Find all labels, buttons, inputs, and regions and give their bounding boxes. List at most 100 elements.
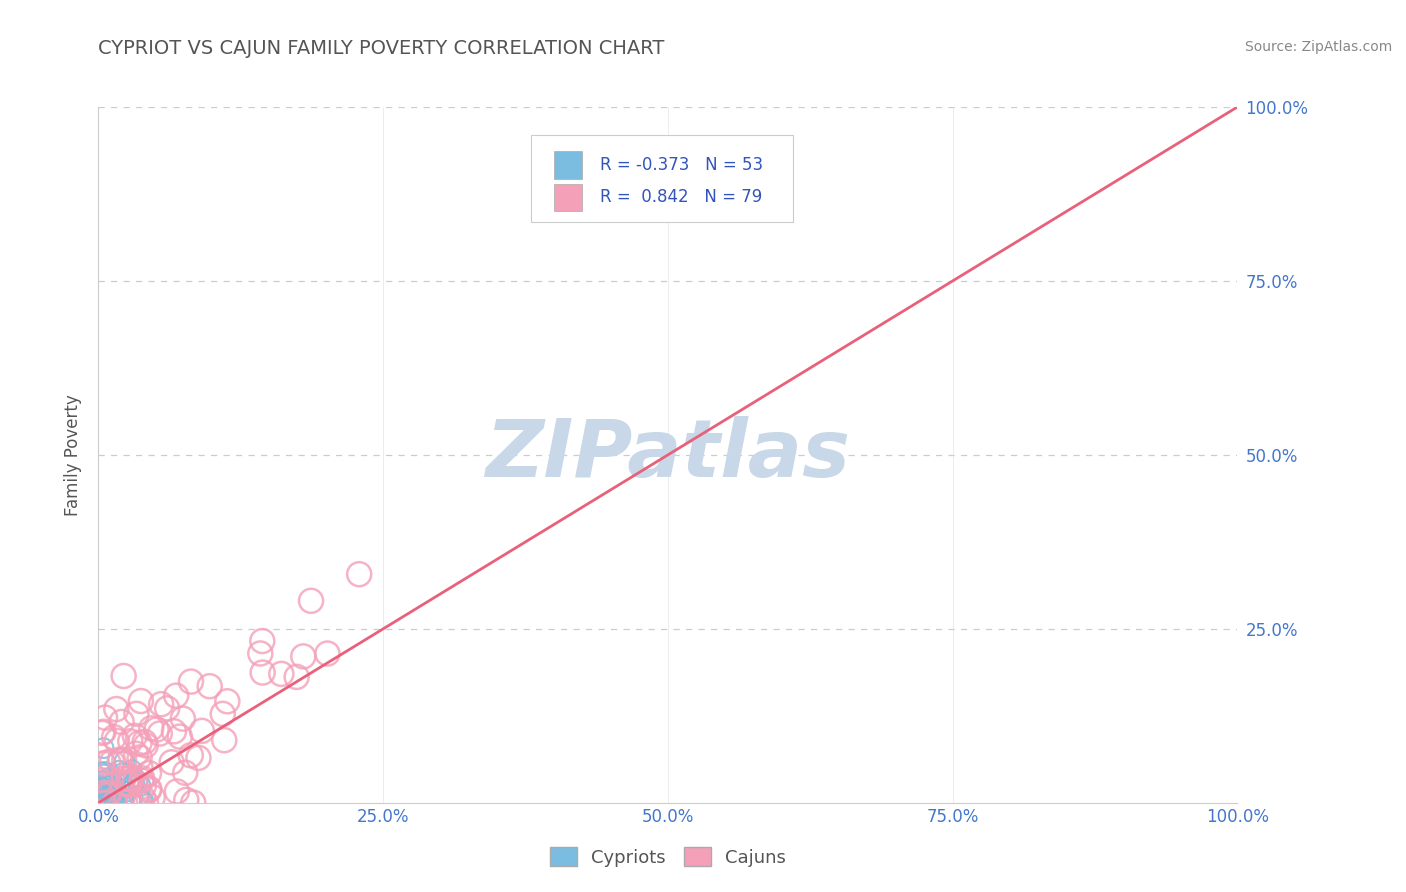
- Point: [198, 679, 221, 693]
- Point: [180, 674, 202, 689]
- Point: [124, 775, 146, 789]
- Point: [103, 788, 125, 802]
- Point: [174, 793, 197, 807]
- Point: [94, 764, 117, 779]
- Point: [91, 785, 114, 799]
- Point: [91, 788, 114, 802]
- Point: [270, 666, 292, 681]
- Point: [172, 712, 194, 726]
- Bar: [554, 184, 582, 211]
- Point: [252, 634, 274, 648]
- Point: [96, 787, 118, 801]
- Point: [89, 779, 111, 793]
- FancyBboxPatch shape: [531, 135, 793, 222]
- Point: [120, 734, 142, 748]
- Point: [249, 647, 271, 661]
- Point: [94, 711, 117, 725]
- Point: [104, 789, 127, 803]
- Point: [129, 779, 152, 793]
- Point: [252, 665, 274, 680]
- Point: [181, 796, 204, 810]
- Point: [87, 785, 110, 799]
- Point: [347, 567, 370, 582]
- Point: [120, 794, 142, 808]
- Point: [103, 731, 125, 745]
- Point: [135, 796, 157, 810]
- Point: [90, 794, 112, 808]
- Point: [121, 790, 143, 805]
- Point: [117, 778, 139, 792]
- Point: [105, 734, 128, 748]
- Point: [292, 649, 315, 664]
- Point: [132, 794, 155, 808]
- Point: [121, 763, 143, 777]
- Point: [134, 735, 156, 749]
- Point: [111, 714, 134, 729]
- Text: R =  0.842   N = 79: R = 0.842 N = 79: [599, 188, 762, 206]
- Point: [98, 771, 121, 785]
- Point: [94, 779, 117, 793]
- Point: [101, 789, 124, 803]
- Point: [114, 796, 136, 810]
- Text: ZIPatlas: ZIPatlas: [485, 416, 851, 494]
- Point: [111, 777, 134, 791]
- Point: [191, 723, 214, 738]
- Point: [129, 694, 152, 708]
- Text: CYPRIOT VS CAJUN FAMILY POVERTY CORRELATION CHART: CYPRIOT VS CAJUN FAMILY POVERTY CORRELAT…: [98, 39, 665, 58]
- Point: [211, 706, 233, 721]
- Point: [93, 741, 115, 756]
- Point: [90, 774, 112, 789]
- Point: [101, 776, 124, 790]
- Point: [101, 785, 124, 799]
- Point: [165, 689, 187, 703]
- Point: [90, 787, 112, 801]
- Point: [115, 776, 138, 790]
- Point: [93, 724, 115, 739]
- Point: [138, 783, 160, 797]
- Point: [110, 752, 132, 766]
- Point: [299, 594, 322, 608]
- Point: [138, 781, 160, 796]
- Point: [115, 785, 138, 799]
- Point: [187, 751, 209, 765]
- Point: [97, 791, 120, 805]
- Point: [104, 796, 127, 810]
- Point: [90, 765, 112, 780]
- Point: [214, 733, 236, 747]
- Point: [101, 755, 124, 769]
- Point: [285, 670, 308, 684]
- Point: [91, 726, 114, 740]
- Point: [160, 756, 183, 770]
- Point: [98, 783, 121, 797]
- Point: [97, 789, 120, 803]
- Text: R = -0.373   N = 53: R = -0.373 N = 53: [599, 156, 762, 174]
- Point: [112, 772, 135, 786]
- Point: [135, 739, 157, 753]
- Point: [90, 773, 112, 788]
- Point: [118, 771, 141, 785]
- Point: [127, 775, 149, 789]
- Point: [141, 722, 163, 736]
- Point: [96, 791, 118, 805]
- Point: [100, 789, 122, 803]
- Point: [128, 750, 150, 764]
- Point: [108, 754, 131, 768]
- Point: [124, 774, 146, 789]
- Point: [91, 756, 114, 771]
- Point: [104, 786, 127, 800]
- Point: [142, 790, 165, 805]
- Point: [150, 697, 173, 711]
- Point: [125, 706, 148, 721]
- Point: [97, 786, 120, 800]
- Point: [114, 754, 136, 768]
- Point: [111, 766, 134, 780]
- Bar: [554, 151, 582, 178]
- Point: [129, 760, 152, 774]
- Point: [169, 730, 191, 744]
- Point: [105, 702, 128, 716]
- Point: [131, 773, 153, 788]
- Legend: Cypriots, Cajuns: Cypriots, Cajuns: [543, 840, 793, 874]
- Point: [98, 779, 121, 793]
- Point: [104, 796, 127, 810]
- Point: [112, 753, 135, 767]
